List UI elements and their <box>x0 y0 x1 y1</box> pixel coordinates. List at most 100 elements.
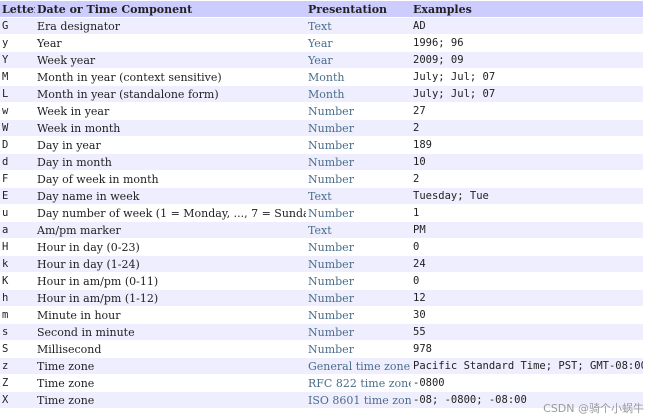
cell-component: Era designator <box>35 18 306 34</box>
cell-examples: 2 <box>411 171 643 187</box>
cell-examples: July; Jul; 07 <box>411 86 643 102</box>
cell-letter: H <box>0 239 35 255</box>
cell-examples: 30 <box>411 307 643 323</box>
cell-component: Hour in am/pm (1-12) <box>35 290 306 306</box>
cell-component: Month in year (standalone form) <box>35 86 306 102</box>
table-row: w Week in year Number 27 <box>0 103 643 119</box>
cell-letter: m <box>0 307 35 323</box>
cell-component: Day of week in month <box>35 171 306 187</box>
cell-presentation: Number <box>306 256 411 272</box>
cell-examples: 12 <box>411 290 643 306</box>
table-row: D Day in year Number 189 <box>0 137 643 153</box>
date-format-table: Letter Date or Time Component Presentati… <box>0 1 643 408</box>
table-row: u Day number of week (1 = Monday, ..., 7 … <box>0 205 643 221</box>
cell-component: Year <box>35 35 306 51</box>
cell-examples: -08; -0800; -08:00 <box>411 392 643 408</box>
cell-component: Hour in am/pm (0-11) <box>35 273 306 289</box>
cell-examples: -0800 <box>411 375 643 391</box>
cell-letter: D <box>0 137 35 153</box>
cell-examples: 2009; 09 <box>411 52 643 68</box>
cell-examples: 189 <box>411 137 643 153</box>
cell-component: Millisecond <box>35 341 306 357</box>
cell-examples: 24 <box>411 256 643 272</box>
cell-examples: PM <box>411 222 643 238</box>
header-examples: Examples <box>411 1 643 17</box>
table-row: G Era designator Text AD <box>0 18 643 34</box>
cell-examples: 55 <box>411 324 643 340</box>
cell-component: Day in month <box>35 154 306 170</box>
cell-presentation: Number <box>306 273 411 289</box>
cell-component: Hour in day (0-23) <box>35 239 306 255</box>
cell-component: Minute in hour <box>35 307 306 323</box>
table-row: X Time zone ISO 8601 time zone -08; -0800; … <box>0 392 643 408</box>
cell-letter: X <box>0 392 35 408</box>
cell-examples: AD <box>411 18 643 34</box>
cell-presentation: Number <box>306 290 411 306</box>
cell-presentation: Number <box>306 307 411 323</box>
table-row: H Hour in day (0-23) Number 0 <box>0 239 643 255</box>
cell-letter: h <box>0 290 35 306</box>
cell-presentation: Number <box>306 205 411 221</box>
cell-presentation: Month <box>306 69 411 85</box>
watermark: CSDN @骑个小蜗牛 <box>543 402 644 415</box>
cell-letter: y <box>0 35 35 51</box>
header-letter: Letter <box>0 1 35 17</box>
table-row: k Hour in day (1-24) Number 24 <box>0 256 643 272</box>
table-row: K Hour in am/pm (0-11) Number 0 <box>0 273 643 289</box>
cell-component: Day in year <box>35 137 306 153</box>
cell-presentation: Year <box>306 35 411 51</box>
table-row: a Am/pm marker Text PM <box>0 222 643 238</box>
cell-letter: E <box>0 188 35 204</box>
cell-presentation: Year <box>306 52 411 68</box>
cell-presentation: Text <box>306 222 411 238</box>
cell-component: Week year <box>35 52 306 68</box>
cell-component: Week in month <box>35 120 306 136</box>
table-row: L Month in year (standalone form) Month Jul… <box>0 86 643 102</box>
cell-examples: 1996; 96 <box>411 35 643 51</box>
cell-component: Day name in week <box>35 188 306 204</box>
table-row: z Time zone General time zone Pacific Stand… <box>0 358 643 374</box>
cell-examples: 27 <box>411 103 643 119</box>
cell-presentation: Number <box>306 324 411 340</box>
header-presentation: Presentation <box>306 1 411 17</box>
cell-letter: z <box>0 358 35 374</box>
cell-examples: 2 <box>411 120 643 136</box>
table-row: W Week in month Number 2 <box>0 120 643 136</box>
cell-presentation: General time zone <box>306 358 411 374</box>
cell-presentation: ISO 8601 time zone <box>306 392 411 408</box>
cell-component: Time zone <box>35 392 306 408</box>
cell-letter: W <box>0 120 35 136</box>
cell-examples: 10 <box>411 154 643 170</box>
table-row: S Millisecond Number 978 <box>0 341 643 357</box>
cell-letter: M <box>0 69 35 85</box>
cell-component: Month in year (context sensitive) <box>35 69 306 85</box>
cell-letter: Z <box>0 375 35 391</box>
table-row: Z Time zone RFC 822 time zone -0800 <box>0 375 643 391</box>
cell-examples: 0 <box>411 239 643 255</box>
cell-letter: k <box>0 256 35 272</box>
cell-component: Day number of week (1 = Monday, ..., 7 =… <box>35 205 306 221</box>
table-header-row: Letter Date or Time Component Presentati… <box>0 1 643 17</box>
table-body: G Era designator Text AD y Year Year 1996; 96 Y W… <box>0 18 643 408</box>
table-row: d Day in month Number 10 <box>0 154 643 170</box>
table-row: m Minute in hour Number 30 <box>0 307 643 323</box>
cell-letter: a <box>0 222 35 238</box>
cell-letter: F <box>0 171 35 187</box>
cell-letter: L <box>0 86 35 102</box>
cell-examples: July; Jul; 07 <box>411 69 643 85</box>
cell-presentation: Text <box>306 18 411 34</box>
cell-component: Am/pm marker <box>35 222 306 238</box>
cell-presentation: Number <box>306 171 411 187</box>
header-component: Date or Time Component <box>35 1 306 17</box>
cell-presentation: Number <box>306 341 411 357</box>
cell-component: Time zone <box>35 358 306 374</box>
cell-examples: 1 <box>411 205 643 221</box>
cell-letter: w <box>0 103 35 119</box>
cell-component: Second in minute <box>35 324 306 340</box>
cell-presentation: Number <box>306 120 411 136</box>
table-row: E Day name in week Text Tuesday; Tue <box>0 188 643 204</box>
cell-letter: Y <box>0 52 35 68</box>
cell-presentation: Text <box>306 188 411 204</box>
cell-letter: u <box>0 205 35 221</box>
cell-letter: K <box>0 273 35 289</box>
